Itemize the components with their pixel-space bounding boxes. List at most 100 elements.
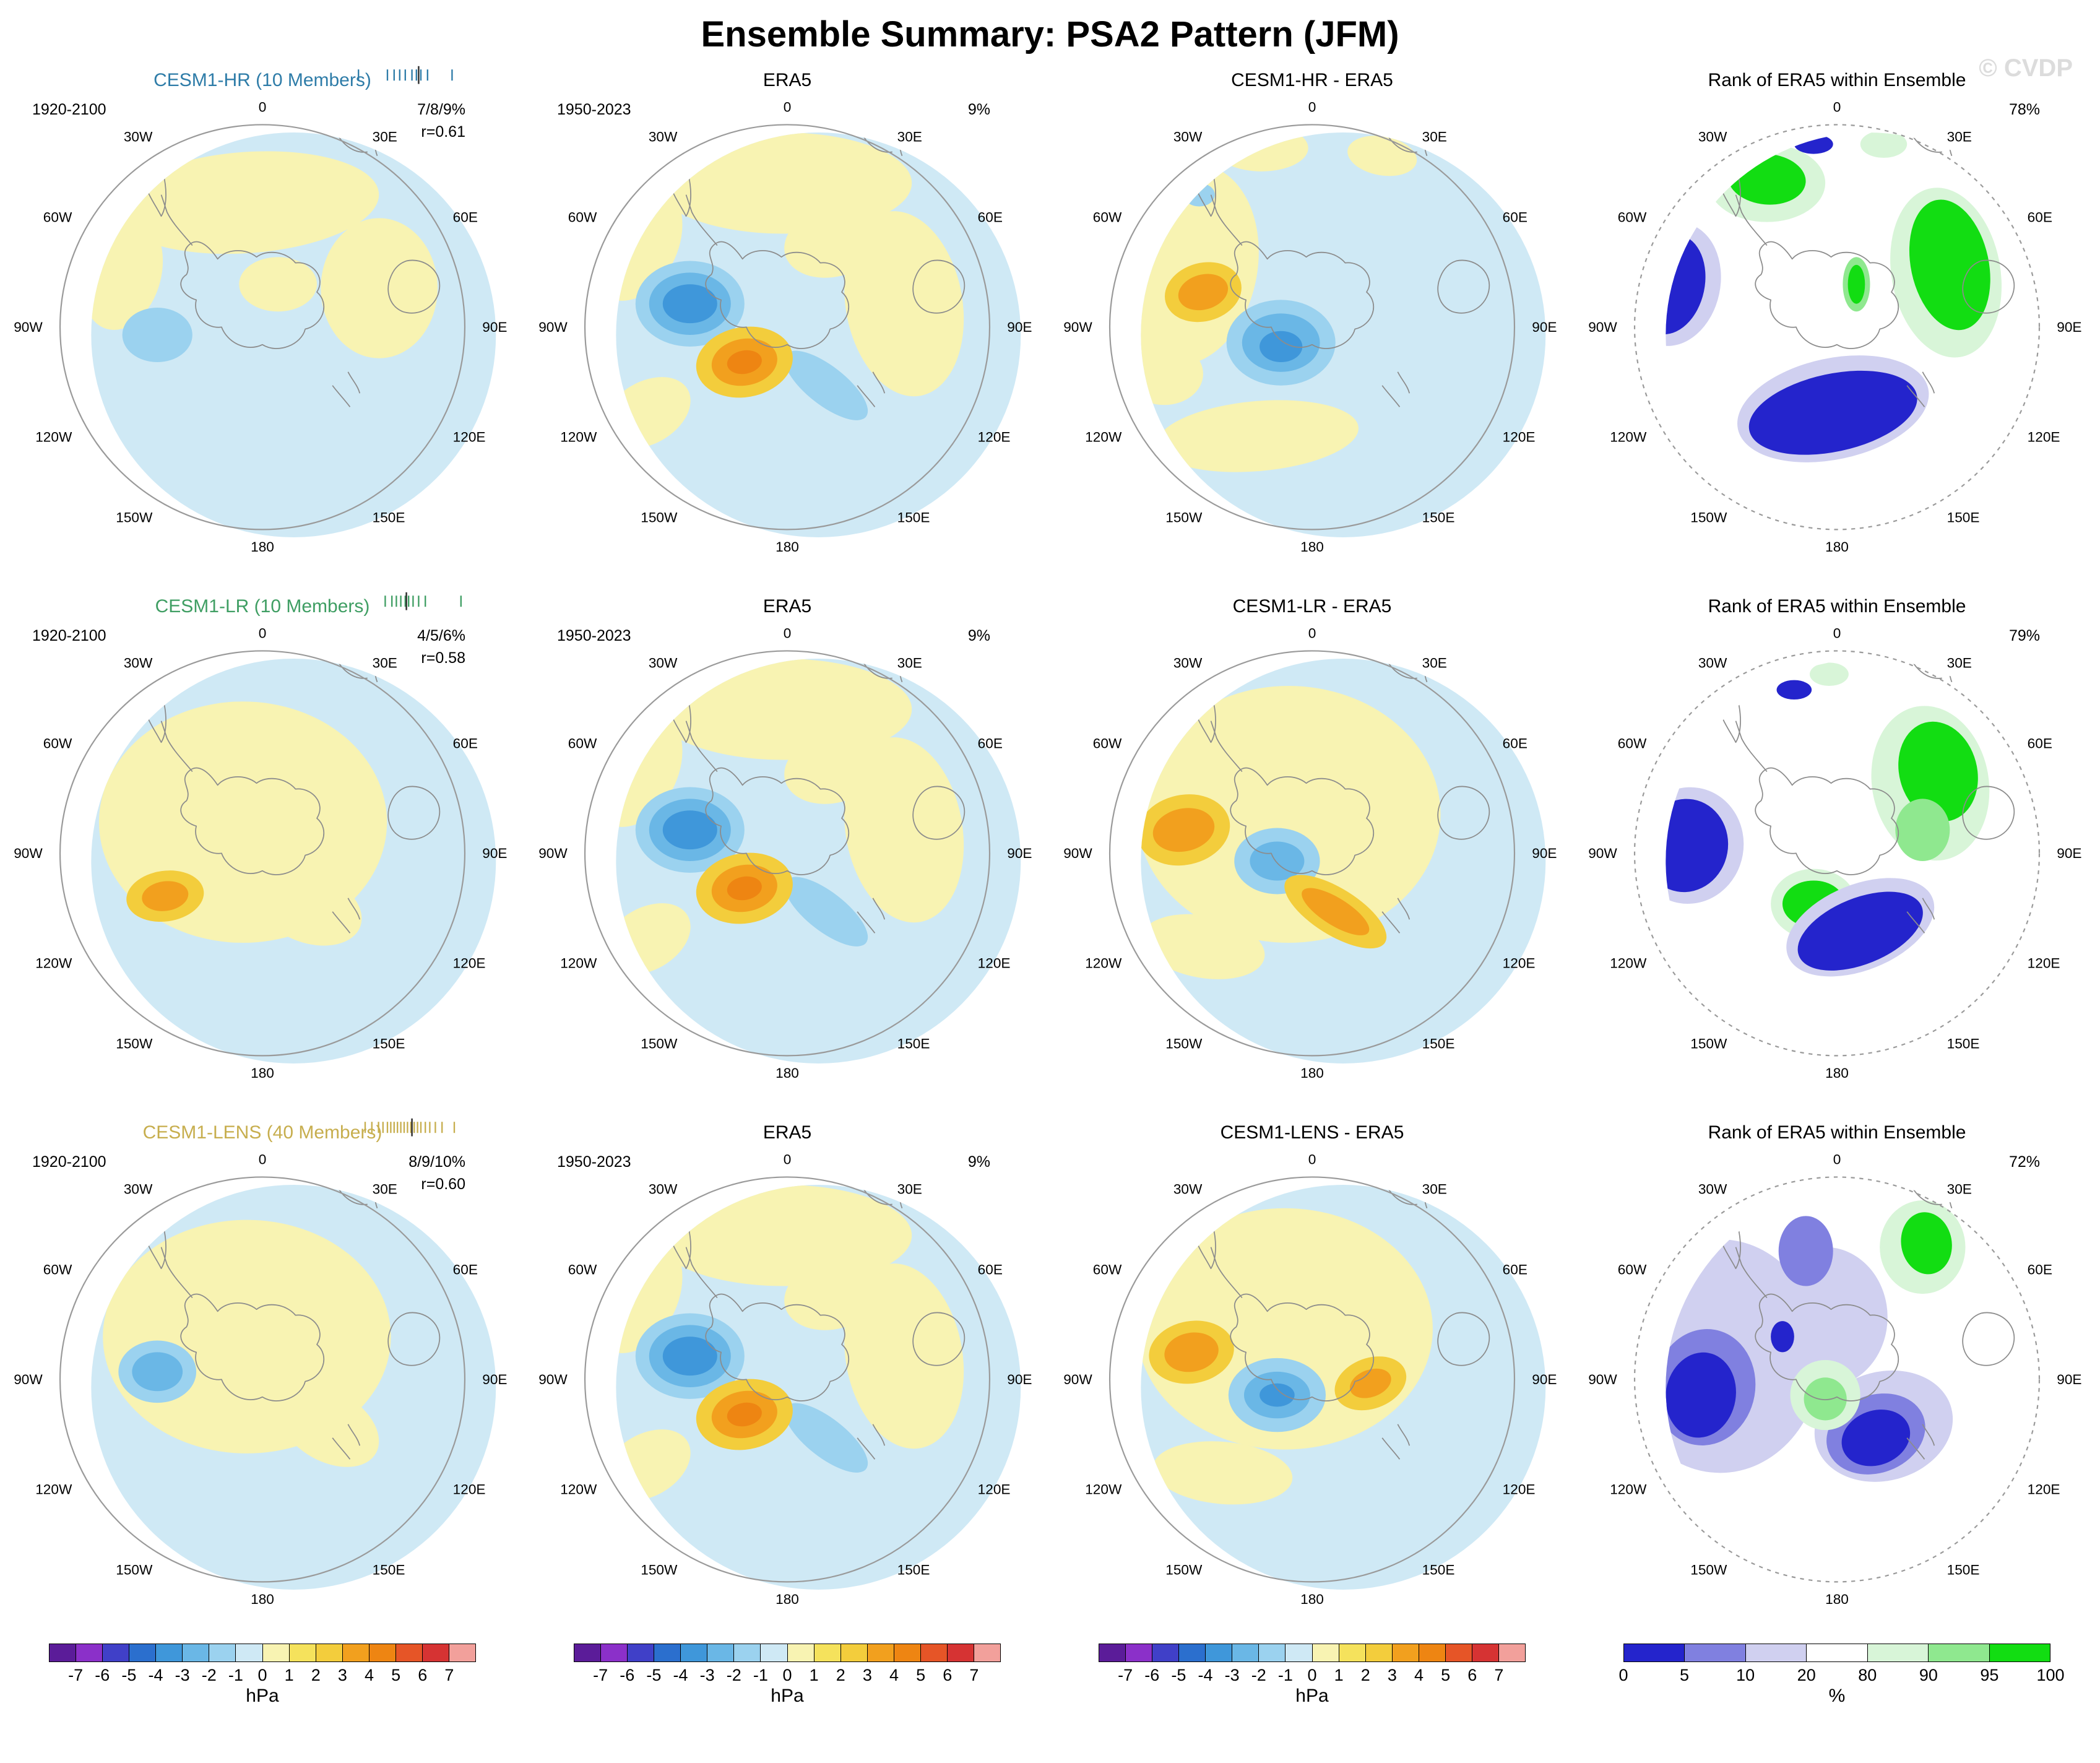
colorbar-segment — [262, 1644, 290, 1661]
coastline — [1755, 767, 1899, 875]
lon-label: 60W — [1093, 209, 1122, 225]
lon-label: 60W — [43, 209, 72, 225]
colorbar-segments — [574, 1644, 1001, 1662]
colorbar-segment — [707, 1644, 735, 1661]
colorbar-tick: 3 — [1387, 1666, 1397, 1684]
lon-label: 120W — [1610, 430, 1647, 445]
coastline — [1381, 371, 1411, 407]
coastline — [1437, 1312, 1490, 1366]
member-spread-ticks — [358, 66, 453, 84]
map-background — [1666, 659, 2071, 1063]
colorbar-tick: -6 — [95, 1666, 110, 1684]
colorbar-segment — [209, 1644, 236, 1661]
colorbar-tick: -2 — [201, 1666, 217, 1684]
colorbar-tick: 20 — [1797, 1666, 1816, 1684]
lon-label: 90E — [1532, 319, 1557, 335]
coastline — [160, 194, 193, 246]
colorbar-tick: -7 — [1118, 1666, 1133, 1684]
map-boundary-circle — [59, 650, 466, 1057]
coastline — [1210, 721, 1243, 772]
colorbar-tick: -3 — [175, 1666, 190, 1684]
lon-label: 0 — [784, 626, 792, 641]
lon-label: 90E — [1007, 1372, 1032, 1387]
map-feature — [1841, 1410, 1911, 1466]
colorbar-segment — [156, 1644, 183, 1661]
map-content — [1141, 132, 1546, 537]
lon-label: 30E — [373, 655, 397, 670]
lon-label: 150W — [1165, 1036, 1203, 1052]
colorbar-unit: hPa — [771, 1686, 804, 1706]
coastline — [1210, 1247, 1243, 1298]
colorbar-segment — [103, 1644, 130, 1661]
panel-title: CESM1-LENS - ERA5 — [1220, 1122, 1404, 1143]
colorbar-tick: 7 — [969, 1666, 979, 1684]
lon-label: 60W — [568, 735, 597, 751]
lon-label: 60E — [978, 209, 1003, 225]
pattern-correlation-label: r=0.58 — [421, 649, 465, 667]
map-feature — [1797, 891, 1923, 971]
colorbar-tick: 5 — [916, 1666, 926, 1684]
variance-label: 7/8/9% — [417, 101, 465, 118]
lon-label: 120E — [978, 430, 1011, 445]
member-spread-ticks — [364, 1118, 456, 1137]
lon-label: 60W — [43, 1262, 72, 1277]
lon-label: 180 — [1825, 1592, 1849, 1607]
percent-colorbar: 0 5 10 20 80 90 95 100 — [1618, 1644, 2065, 1686]
map-feature — [1898, 721, 1978, 821]
colorbar-segments — [1623, 1644, 2050, 1662]
lon-label: 90E — [2057, 319, 2081, 335]
colorbar-segment — [867, 1644, 894, 1661]
map-rank-row1: 0 30W 60W 90W 120W 150W 180 150E 120E 90E 60E 30E — [1588, 100, 2081, 555]
colorbar-unit: hPa — [1295, 1686, 1329, 1706]
lon-label: 60E — [1503, 1262, 1527, 1277]
panel-era5-row2: ERA5 1950-2023 9% 0 30W 60W 90W 120W 150W 180 1… — [525, 587, 1050, 1114]
map-feature — [844, 211, 964, 397]
colorbar-tick: -4 — [1198, 1666, 1213, 1684]
coastline — [1230, 1293, 1374, 1401]
lon-label: 120E — [2028, 430, 2060, 445]
colorbar-tick: -7 — [68, 1666, 84, 1684]
panel-cesm1-hr: CESM1-HR (10 Members) 1920-2100 7/8/9% r… — [0, 61, 525, 587]
map-feature — [784, 350, 868, 420]
lon-label: 90W — [14, 319, 43, 335]
colorbar-segment — [840, 1644, 868, 1661]
panel-cesm1-lr: CESM1-LR (10 Members) 1920-2100 4/5/6% r… — [0, 587, 525, 1114]
lon-label: 150E — [373, 1036, 405, 1052]
colorbar-tick: 2 — [836, 1666, 845, 1684]
map-feature — [1666, 1352, 1736, 1438]
colorbar-segment — [1099, 1644, 1126, 1661]
colorbar-segment — [1624, 1644, 1685, 1661]
colorbar-segment — [1285, 1644, 1313, 1661]
colorbar-tick: -5 — [646, 1666, 662, 1684]
map-cesm1-lr: 0 30W 60W 90W 120W 150W 180 150E 120E 90E 60E 30E — [14, 626, 507, 1081]
map-boundary-circle — [584, 124, 991, 531]
panel-cesm1-lens: CESM1-LENS (40 Members) 1920-2100 8/9/10… — [0, 1114, 525, 1640]
lon-label: 120W — [35, 956, 72, 971]
map-feature — [1809, 662, 1849, 687]
lon-label: 60W — [1093, 735, 1122, 751]
colorbar-segment — [974, 1644, 1000, 1661]
map-feature — [1178, 274, 1229, 311]
map-content — [91, 132, 496, 537]
colorbar-tick: 6 — [1467, 1666, 1477, 1684]
colorbar-tick: -5 — [121, 1666, 137, 1684]
map-feature — [1250, 841, 1305, 881]
lon-label: 60W — [1618, 209, 1647, 225]
lon-label: 60W — [568, 1262, 597, 1277]
lon-label: 120W — [35, 1482, 72, 1497]
colorbar-tick: 4 — [889, 1666, 899, 1684]
lon-label: 60E — [2028, 735, 2052, 751]
colorbar-segment — [1365, 1644, 1393, 1661]
colorbar-tick: -6 — [1144, 1666, 1160, 1684]
colorbar-segment — [787, 1644, 815, 1661]
colorbar-tick: 1 — [1334, 1666, 1344, 1684]
coastline — [1962, 1312, 2015, 1366]
coastline — [1381, 898, 1411, 933]
period-label: 1920-2100 — [32, 627, 106, 644]
lon-label: 120W — [1610, 1482, 1647, 1497]
map-content — [1666, 132, 2071, 537]
colorbar-tick: -1 — [1277, 1666, 1293, 1684]
lon-label: 0 — [784, 1152, 792, 1167]
map-feature — [844, 737, 964, 923]
lon-label: 90W — [14, 846, 43, 861]
